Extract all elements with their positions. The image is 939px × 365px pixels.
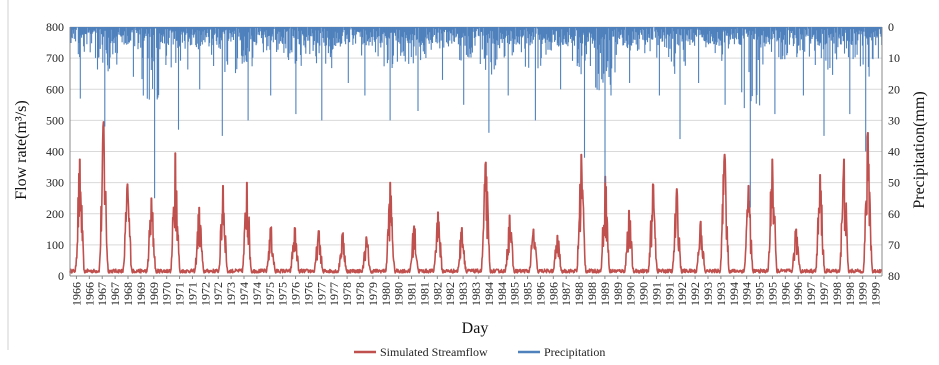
x-tick-label: 1992	[688, 282, 702, 306]
x-tick-label: 1985	[521, 282, 535, 306]
precipitation-series	[69, 27, 883, 208]
x-tick-label: 1983	[469, 282, 483, 306]
right-tick-label: 40	[888, 145, 900, 159]
right-tick-label: 30	[888, 113, 900, 127]
x-tick-label: 1966	[82, 282, 96, 306]
right-tick-label: 10	[888, 51, 900, 65]
gridlines	[70, 26, 882, 277]
x-tick-label: 1979	[366, 282, 380, 306]
x-tick-label: 1991	[662, 282, 676, 306]
x-tick-label: 1986	[546, 282, 560, 306]
right-tick-label: 80	[888, 269, 900, 283]
x-tick-label: 1975	[276, 282, 290, 306]
x-tick-label: 1980	[392, 282, 406, 306]
x-tick-label: 1971	[185, 282, 199, 306]
x-tick-label: 1969	[134, 282, 148, 306]
x-tick-label: 1986	[533, 282, 547, 306]
x-tick-label: 1982	[443, 282, 457, 306]
x-tick-label: 1990	[637, 282, 651, 306]
legend-label-precipitation: Precipitation	[544, 345, 605, 359]
x-tick-label: 1991	[649, 282, 663, 306]
left-tick-label: 800	[46, 20, 64, 34]
x-tick-label: 1973	[224, 282, 238, 306]
legend: Simulated Streamflow Precipitation	[354, 345, 605, 359]
x-tick-label: 1994	[727, 282, 741, 306]
y-axis-left-title: Flow rate(m³/s)	[13, 100, 30, 199]
x-tick-label: 1976	[289, 282, 303, 306]
x-tick-label: 1976	[301, 282, 315, 306]
x-tick-label: 1980	[379, 282, 393, 306]
x-tick-label: 1989	[598, 282, 612, 306]
left-tick-label: 700	[46, 51, 64, 65]
streamflow-line	[69, 121, 883, 274]
left-tick-label: 500	[46, 113, 64, 127]
x-tick-label: 1978	[340, 282, 354, 306]
left-tick-label: 100	[46, 238, 64, 252]
x-tick-label: 1972	[211, 282, 225, 306]
x-tick-label: 1988	[572, 282, 586, 306]
x-axis-title: Day	[462, 320, 489, 337]
x-tick-label: 1977	[327, 282, 341, 306]
x-tick-label: 1994	[740, 282, 754, 306]
x-tick-label: 1970	[160, 282, 174, 306]
x-tick-label: 1990	[624, 282, 638, 306]
streamflow-series	[69, 121, 883, 274]
x-tick-label: 1981	[417, 282, 431, 306]
legend-label-streamflow: Simulated Streamflow	[380, 345, 488, 359]
x-tick-label: 1974	[250, 282, 264, 306]
x-tick-label: 1999	[869, 282, 883, 306]
x-tick-label: 1999	[856, 282, 870, 306]
x-tick-label: 1983	[456, 282, 470, 306]
x-tick-label: 1998	[843, 282, 857, 306]
right-tick-label: 20	[888, 82, 900, 96]
x-tick-labels: 1966196619671967196819691969197019711971…	[69, 276, 883, 306]
x-tick-label: 1971	[173, 282, 187, 306]
x-tick-label: 1997	[804, 282, 818, 306]
x-tick-label: 1984	[482, 282, 496, 306]
x-tick-label: 1989	[611, 282, 625, 306]
x-tick-label: 1998	[830, 282, 844, 306]
x-tick-label: 1993	[701, 282, 715, 306]
x-tick-label: 1977	[314, 282, 328, 306]
right-tick-label: 50	[888, 176, 900, 190]
left-tick-labels: 0 100 200 300 400 500 600 700 800	[46, 20, 64, 283]
right-tick-label: 60	[888, 207, 900, 221]
x-tick-label: 1967	[95, 282, 109, 306]
right-tick-label: 0	[888, 20, 894, 34]
x-tick-label: 1966	[69, 282, 83, 306]
right-tick-labels: 0 10 20 30 40 50 60 70 80	[888, 20, 900, 283]
x-tick-label: 1982	[430, 282, 444, 306]
x-tick-label: 1988	[585, 282, 599, 306]
left-tick-label: 400	[46, 145, 64, 159]
y-axis-right-title: Precipitation(mm)	[911, 91, 928, 208]
left-tick-label: 600	[46, 82, 64, 96]
x-tick-label: 1969	[147, 282, 161, 306]
x-tick-label: 1996	[791, 282, 805, 306]
x-tick-label: 1993	[714, 282, 728, 306]
left-tick-label: 0	[58, 269, 64, 283]
x-tick-label: 1974	[237, 282, 251, 306]
x-tick-label: 1984	[495, 282, 509, 306]
x-tick-label: 1992	[675, 282, 689, 306]
left-tick-label: 200	[46, 207, 64, 221]
right-tick-label: 70	[888, 238, 900, 252]
left-tick-label: 300	[46, 176, 64, 190]
x-tick-label: 1968	[121, 282, 135, 306]
x-tick-label: 1975	[263, 282, 277, 306]
x-tick-label: 1995	[765, 282, 779, 306]
x-tick-label: 1995	[753, 282, 767, 306]
x-tick-label: 1981	[405, 282, 419, 306]
x-tick-label: 1997	[817, 282, 831, 306]
x-tick-label: 1972	[198, 282, 212, 306]
x-tick-label: 1978	[353, 282, 367, 306]
x-tick-label: 1996	[778, 282, 792, 306]
x-tick-label: 1987	[559, 282, 573, 306]
x-tick-label: 1985	[508, 282, 522, 306]
x-tick-label: 1967	[108, 282, 122, 306]
